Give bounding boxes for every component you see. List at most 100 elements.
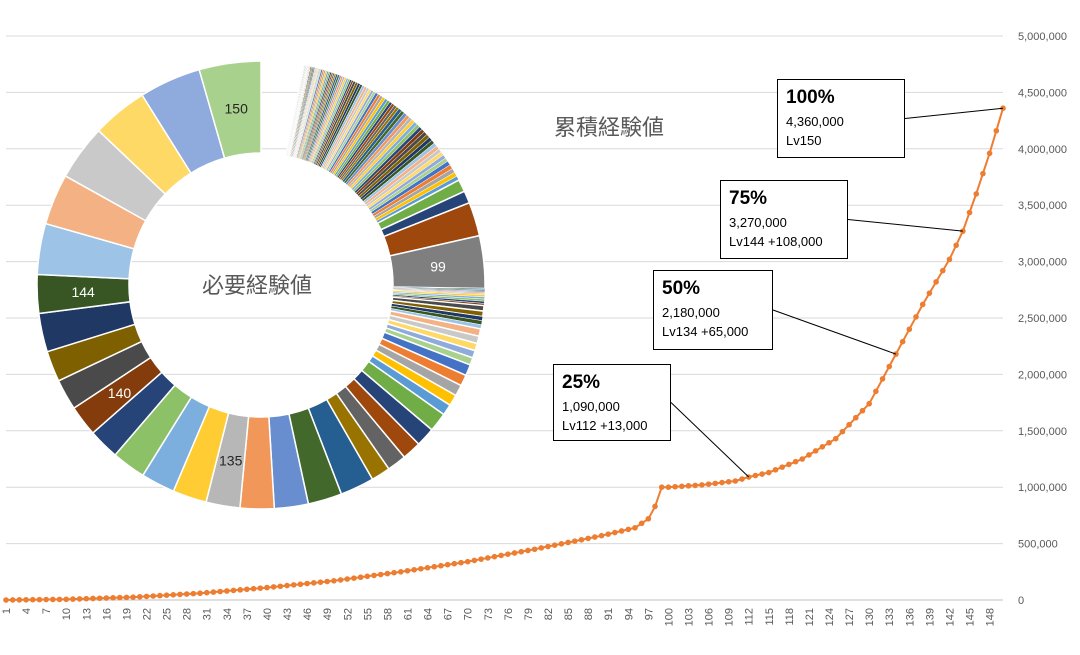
data-point [578,536,585,543]
data-point [397,569,404,575]
annotation-leader [847,219,963,232]
data-point [290,582,297,588]
data-point [431,563,438,570]
data-point [792,458,799,465]
data-point [873,388,879,395]
data-point [56,596,63,603]
data-point [29,596,36,603]
x-tick-label: 136 [904,608,916,626]
y-axis-ticks: 0 500,000 1,000,000 1,500,000 2,000,000 2,500… [1018,31,1067,607]
data-point [505,551,511,558]
data-point [143,593,150,600]
data-point [183,591,190,597]
data-point [384,570,391,577]
data-point [230,587,237,594]
x-tick-label: 118 [784,608,796,626]
data-point [344,576,351,582]
x-tick-label: 70 [463,608,475,620]
data-point [605,531,612,537]
data-point [705,481,712,487]
x-tick-label: 31 [202,608,214,620]
data-point [471,557,478,564]
x-tick-label: 139 [924,608,936,626]
data-point [645,515,652,522]
x-tick-label: 127 [844,608,856,626]
annotation-leader [670,402,750,478]
data-point [391,569,397,576]
data-point [679,483,685,490]
y-tick-label: 4,500,000 [1018,87,1067,99]
data-point [712,480,719,487]
data-point [116,594,123,601]
data-point [966,209,973,216]
annotation-level: Lv112 +13,000 [562,418,648,433]
data-point [3,597,9,603]
x-tick-label: 82 [543,608,555,620]
x-tick-label: 130 [864,608,876,626]
data-point [357,574,364,581]
data-point [866,400,872,407]
data-point [819,444,826,450]
annotation-level: Lv150 [786,133,822,148]
data-point [63,596,70,603]
data-point [598,532,605,539]
annotation-level: Lv144 +108,000 [729,234,823,249]
data-point [692,482,699,489]
donut-slice-label: 135 [219,452,243,468]
data-point [424,564,431,571]
data-point [458,559,464,566]
data-point [464,558,471,565]
data-point [418,565,424,572]
data-point [672,483,678,490]
x-tick-label: 13 [81,608,93,620]
y-tick-label: 0 [1018,595,1024,607]
data-point [210,589,217,595]
x-tick-label: 97 [643,608,655,620]
data-point [217,588,223,595]
data-point [826,439,832,446]
data-point [351,575,357,581]
data-point [799,456,806,462]
data-point [337,577,344,583]
data-point [511,550,518,556]
x-tick-label: 37 [242,608,254,620]
x-tick-label: 109 [724,608,736,626]
x-tick-label: 100 [663,608,675,626]
annotation-percent: 75% [729,188,768,209]
x-tick-label: 46 [302,608,314,620]
data-point [739,476,745,482]
x-tick-label: 7 [41,608,53,614]
x-tick-label: 76 [503,608,515,620]
x-axis-ticks: 1 4 7 10 13 16 19 22 25 28 31 34 37 40 43 46 49 52 55 58 61 6… [1,608,997,626]
data-point [9,597,16,603]
annotation-leader [904,107,1004,119]
data-point [886,363,893,370]
x-tick-label: 115 [764,608,776,626]
data-point [444,561,451,568]
y-tick-label: 3,000,000 [1018,257,1067,269]
data-point [123,594,130,601]
data-point [699,482,705,488]
x-tick-label: 121 [804,608,816,626]
data-point [150,593,157,599]
donut-slice [198,60,262,160]
data-point [203,589,210,596]
annotation-value: 2,180,000 [662,305,720,320]
data-point [484,555,491,561]
data-point [438,562,444,569]
data-point [163,592,170,599]
x-tick-label: 142 [944,608,956,626]
line-series [3,105,1006,603]
data-point [879,376,886,382]
y-tick-label: 500,000 [1018,539,1058,551]
line-chart-title: 累積経験値 [554,115,665,140]
data-point [839,428,846,435]
data-point [525,547,531,554]
x-tick-label: 94 [623,608,635,620]
donut-slice-label: 140 [108,385,132,401]
data-point [592,534,598,540]
x-tick-label: 43 [282,608,294,620]
data-point [859,407,866,414]
data-point [652,503,658,510]
